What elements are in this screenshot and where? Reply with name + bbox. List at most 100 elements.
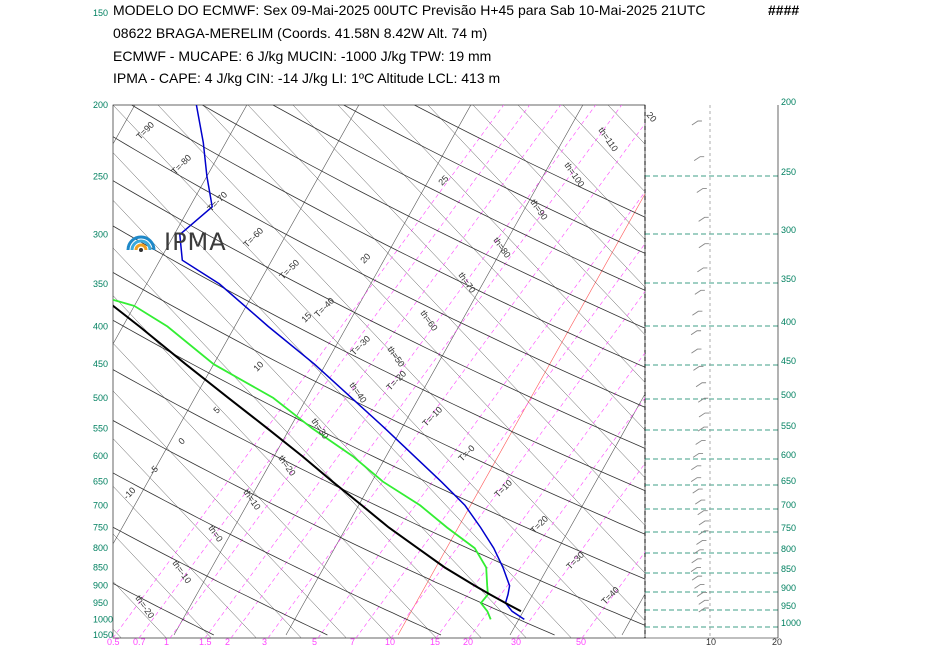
isotherm-label: T=-10 — [420, 405, 444, 429]
dry-adiabat-label: th=110 — [596, 125, 620, 153]
pressure-tick-right: 800 — [781, 544, 796, 554]
wind-barb — [691, 465, 702, 471]
dry-adiabat-label: th=60 — [418, 308, 439, 332]
mixing-ratio-tick: 0.7 — [133, 637, 146, 647]
moist-adiabat-label: -5 — [147, 464, 160, 477]
header-hash-marks: #### — [768, 2, 800, 18]
pressure-tick-left: 800 — [93, 543, 108, 553]
pressure-tick-right: 400 — [781, 317, 796, 327]
grid-diagonal — [113, 581, 167, 638]
pressure-tick-left: 900 — [93, 581, 108, 591]
isobar-line — [113, 421, 645, 482]
grid-diagonal — [113, 628, 122, 638]
wind-barb — [698, 243, 709, 249]
pressure-tick-right: 550 — [781, 421, 796, 431]
mixing-ratio-tick: 7 — [350, 637, 355, 647]
ecmwf-indices: ECMWF - MUCAPE: 6 J/kg MUCIN: -1000 J/kg… — [113, 48, 492, 64]
isotherm-label: T=10 — [492, 478, 514, 500]
corner-moist-label: 20 — [644, 110, 658, 124]
moist-adiabat-label: 5 — [211, 405, 222, 416]
grid-diagonal — [743, 105, 940, 665]
mixing-ratio-line — [468, 397, 645, 638]
temperature-profile — [179, 105, 525, 621]
pressure-tick-left: 650 — [93, 477, 108, 487]
isobar-line — [113, 173, 645, 234]
mixing-ratio-tick: 50 — [576, 637, 586, 647]
wind-axis-label: 20 — [772, 637, 782, 647]
grid-diagonal — [113, 485, 257, 638]
grid-diagonal — [382, 105, 645, 383]
dry-adiabat — [113, 225, 645, 492]
isotherm-line — [285, 105, 584, 636]
isotherm-label: T=-0 — [456, 443, 476, 463]
moist-adiabat-label: -10 — [121, 485, 137, 501]
grid-diagonal — [113, 342, 392, 638]
pressure-tick-right: 850 — [781, 564, 796, 574]
isobar-line — [113, 367, 645, 428]
isotherm-label: T=40 — [599, 585, 621, 607]
pressure-tick-right: 200 — [781, 97, 796, 107]
wind-barb — [695, 440, 706, 445]
grid-diagonal — [113, 533, 212, 638]
pressure-tick-right: 500 — [781, 390, 796, 400]
isotherm-line — [0, 13, 74, 635]
ipma-indices: IPMA - CAPE: 4 J/kg CIN: -14 J/kg LI: 1º… — [113, 70, 501, 86]
grid-diagonal — [337, 105, 645, 431]
wind-barb — [693, 365, 704, 371]
pressure-tick-right: 700 — [781, 500, 796, 510]
isotherm-line — [173, 105, 472, 636]
isotherm-label: T=-30 — [348, 334, 372, 358]
grid-diagonal — [113, 247, 482, 638]
grid-diagonal — [292, 105, 645, 479]
wind-barb — [698, 412, 709, 418]
wind-barb — [698, 216, 709, 222]
dry-adiabat — [113, 369, 645, 626]
dry-adiabat — [113, 472, 442, 636]
mixing-ratio-tick: 30 — [511, 637, 521, 647]
moist-adiabat-label: 0 — [176, 436, 187, 447]
grid-diagonal — [113, 295, 437, 638]
isobar-line — [113, 0, 645, 13]
mixing-ratio-line — [230, 105, 623, 638]
mixing-ratio-line — [113, 105, 505, 638]
isotherm-label: T=-40 — [312, 296, 336, 320]
wind-barb — [694, 289, 705, 295]
dewpoint-profile — [113, 298, 492, 620]
wind-barb — [697, 397, 709, 403]
wind-barb — [691, 120, 702, 126]
wind-barb — [693, 549, 704, 555]
pressure-tick-left: 750 — [93, 522, 108, 532]
isotherm-label: T=90 — [134, 120, 156, 142]
isobar-line — [113, 487, 645, 548]
mixing-ratio-tick: 20 — [463, 637, 473, 647]
pressure-tick-left: 300 — [93, 230, 108, 240]
grid-diagonal — [427, 105, 645, 336]
grid-diagonal — [607, 105, 645, 145]
wind-barb — [697, 267, 708, 273]
grid-diagonal — [157, 105, 645, 622]
model-run-title: MODELO DO ECMWF: Sex 09-Mai-2025 00UTC P… — [113, 2, 706, 18]
dry-adiabat — [113, 319, 645, 580]
grid-diagonal — [698, 105, 940, 665]
pressure-tick-left: 250 — [93, 171, 108, 181]
pressure-tick-left: 850 — [93, 562, 108, 572]
grid-diagonal — [113, 438, 302, 638]
wind-barb — [696, 188, 707, 193]
wind-barb — [698, 599, 709, 605]
wind-barb — [697, 510, 708, 516]
pressure-tick-right: 600 — [781, 450, 796, 460]
wind-barb — [691, 575, 703, 581]
mixing-ratio-line — [355, 243, 645, 638]
dry-adiabat — [343, 105, 645, 254]
mixing-ratio-line — [169, 105, 562, 638]
isotherm-label: T=-80 — [169, 153, 193, 177]
wind-barb — [697, 426, 708, 432]
grid-diagonal — [0, 105, 43, 665]
grid-diagonal — [113, 199, 527, 638]
pressure-tick-right: 350 — [781, 274, 796, 284]
pressure-tick-right: 950 — [781, 601, 796, 611]
isotherm-line — [113, 105, 248, 345]
pressure-tick-right: 300 — [781, 225, 796, 235]
mixing-ratio-line — [204, 105, 597, 638]
